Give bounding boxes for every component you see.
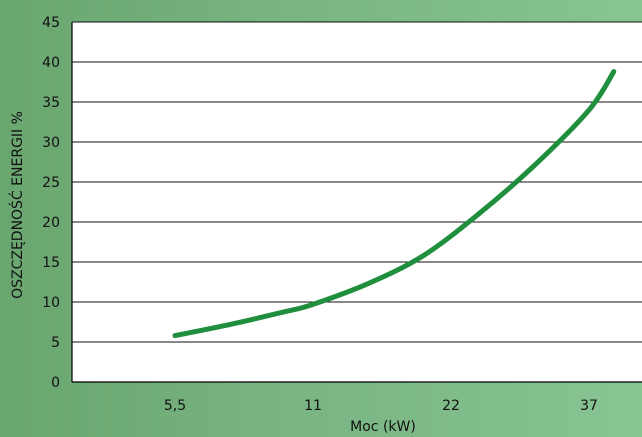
y-tick-label: 15	[42, 255, 60, 271]
y-axis-label: OSZCZĘDNOŚĆ ENERGII %	[8, 111, 26, 299]
y-tick-label: 10	[42, 295, 60, 311]
x-tick-label: 22	[442, 398, 460, 414]
grid-lines	[72, 21, 642, 343]
y-tick-label: 5	[51, 335, 60, 351]
y-tick-label: 45	[42, 15, 60, 31]
x-tick-labels: 5,5 11 22 37	[164, 398, 598, 414]
y-tick-label: 25	[42, 175, 60, 191]
series-line	[172, 69, 617, 339]
y-tick-label: 20	[42, 215, 60, 231]
y-tick-label: 0	[51, 375, 60, 391]
x-tick-label: 5,5	[164, 398, 186, 414]
x-tick-label: 37	[580, 398, 598, 414]
x-tick-label: 11	[304, 398, 322, 414]
y-tick-labels: 0 5 10 15 20 25 30 35 40 45	[42, 15, 60, 391]
plot-background	[72, 22, 642, 382]
y-tick-label: 35	[42, 95, 60, 111]
x-axis-label: Moc (kW)	[350, 419, 416, 435]
y-tick-label: 40	[42, 55, 60, 71]
y-tick-label: 30	[42, 135, 60, 151]
